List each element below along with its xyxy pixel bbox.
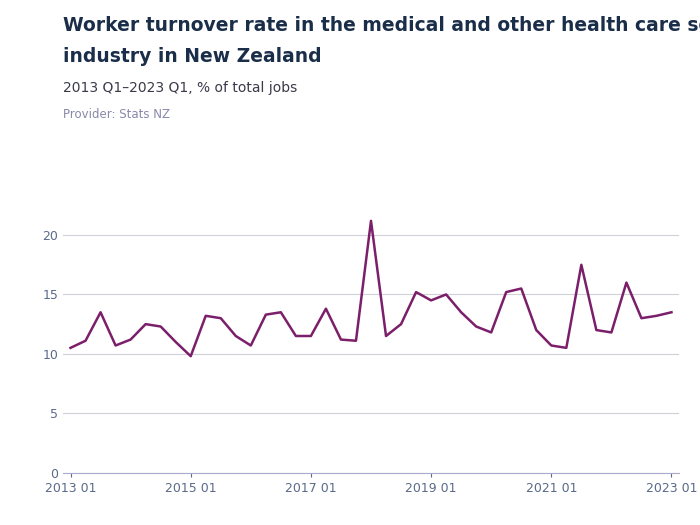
Text: industry in New Zealand: industry in New Zealand bbox=[63, 47, 321, 66]
Text: figure.nz: figure.nz bbox=[581, 25, 662, 40]
Text: 2013 Q1–2023 Q1, % of total jobs: 2013 Q1–2023 Q1, % of total jobs bbox=[63, 81, 298, 96]
Text: Provider: Stats NZ: Provider: Stats NZ bbox=[63, 108, 170, 121]
Text: Worker turnover rate in the medical and other health care services: Worker turnover rate in the medical and … bbox=[63, 16, 700, 35]
